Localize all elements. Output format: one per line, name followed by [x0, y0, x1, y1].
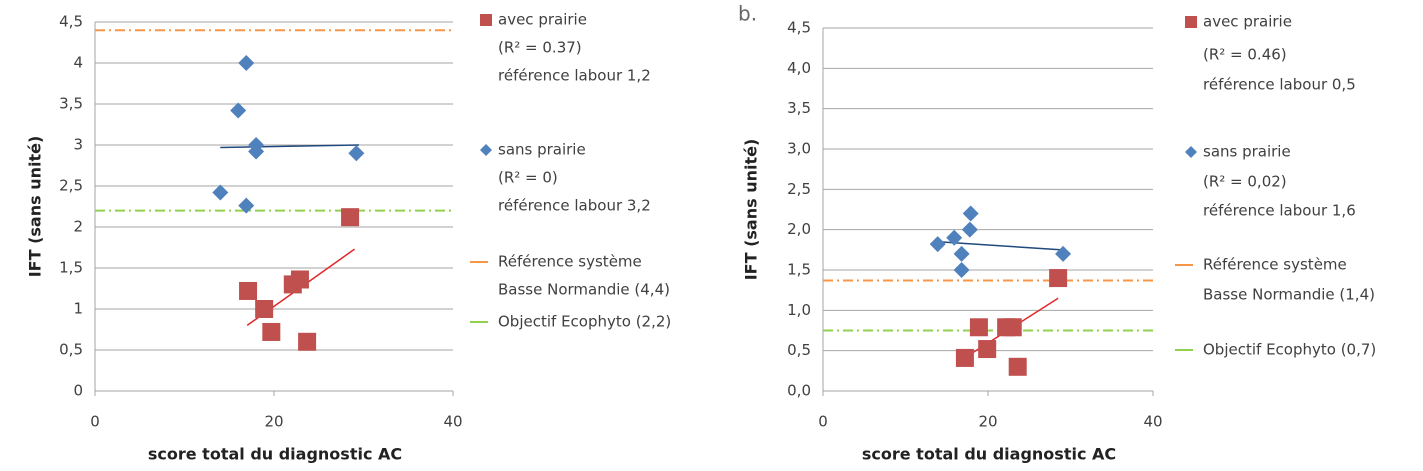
point	[929, 236, 946, 253]
point	[348, 145, 365, 162]
trend-line	[938, 241, 1063, 251]
y-tick-label: 4,5	[59, 13, 83, 31]
point	[248, 143, 265, 160]
y-tick-label: 3	[73, 136, 83, 154]
legend-r2: (R² = 0)	[498, 169, 558, 187]
legend-marker	[1185, 16, 1197, 28]
y-tick-label: 3,5	[787, 99, 811, 117]
point	[341, 208, 360, 227]
y-tick-label: 2,5	[787, 180, 811, 198]
y-tick-label: 0,5	[59, 341, 83, 359]
point	[961, 221, 978, 238]
point	[230, 102, 247, 119]
y-tick-label: 1	[73, 300, 83, 318]
y-tick-label: 4,0	[787, 59, 811, 77]
point	[1008, 357, 1027, 376]
legend-r2: (R² = 0,02)	[1203, 173, 1287, 191]
y-tick-label: 4,5	[787, 19, 811, 37]
point	[212, 184, 229, 201]
x-tick-label: 20	[264, 413, 283, 431]
y-axis-label: IFT (sans unité)	[26, 136, 45, 278]
legend-label: sans prairie	[1203, 143, 1291, 161]
point	[955, 348, 974, 367]
legend-r2: (R² = 0.46)	[1203, 46, 1287, 64]
point	[953, 245, 970, 262]
y-tick-label: 3,0	[787, 140, 811, 158]
point	[255, 300, 274, 318]
x-tick-label: 40	[1143, 413, 1162, 431]
legend-reference: référence labour 0,5	[1203, 76, 1356, 94]
point	[969, 318, 988, 337]
point	[978, 340, 997, 359]
y-tick-label: 2	[73, 218, 83, 236]
legend-label: Objectif Ecophyto (2,2)	[498, 313, 671, 331]
y-tick-label: 4	[73, 54, 83, 72]
y-tick-label: 0,5	[787, 341, 811, 359]
point	[238, 55, 255, 71]
legend-label: Objectif Ecophyto (0,7)	[1203, 341, 1376, 359]
legend-label: Basse Normandie (4,4)	[498, 281, 670, 299]
legend-marker	[480, 144, 492, 156]
legend-label: sans prairie	[498, 141, 586, 159]
legend-label: Référence système	[498, 253, 642, 271]
x-tick-label: 0	[90, 413, 100, 431]
legend-label: Basse Normandie (1,4)	[1203, 286, 1375, 304]
y-axis-label: IFT (sans unité)	[742, 139, 761, 281]
point	[298, 332, 317, 351]
point	[946, 229, 963, 246]
point	[1003, 318, 1022, 337]
trend-line	[220, 144, 360, 149]
legend-label: Référence système	[1203, 256, 1347, 274]
point	[238, 197, 255, 214]
point	[953, 262, 970, 278]
y-tick-label: 3,5	[59, 95, 83, 113]
x-tick-label: 20	[978, 413, 997, 431]
x-tick-label: 40	[443, 413, 462, 431]
y-tick-label: 0,0	[787, 382, 811, 400]
legend-r2: (R² = 0.37)	[498, 39, 582, 57]
legend-label: avec prairie	[1203, 13, 1292, 31]
y-tick-label: 1,0	[787, 301, 811, 319]
legend-label: avec prairie	[498, 11, 587, 29]
y-tick-label: 0	[73, 382, 83, 400]
x-tick-label: 0	[818, 413, 828, 431]
y-tick-label: 1,5	[787, 261, 811, 279]
point	[262, 322, 281, 341]
point	[239, 281, 258, 300]
legend-reference: référence labour 3,2	[498, 197, 651, 215]
point	[290, 270, 309, 289]
y-tick-label: 2,5	[59, 177, 83, 195]
y-tick-label: 2,0	[787, 220, 811, 238]
point	[1055, 245, 1072, 262]
x-axis-label: score total du diagnostic AC	[862, 445, 1116, 464]
legend-reference: référence labour 1,6	[1203, 202, 1356, 220]
point	[1049, 269, 1068, 288]
x-axis-label: score total du diagnostic AC	[148, 445, 402, 464]
point	[962, 205, 979, 222]
panel-label: b.	[738, 2, 757, 26]
legend-reference: référence labour 1,2	[498, 67, 651, 85]
legend-marker	[1185, 146, 1197, 158]
legend-marker	[480, 14, 492, 26]
y-tick-label: 1,5	[59, 259, 83, 277]
